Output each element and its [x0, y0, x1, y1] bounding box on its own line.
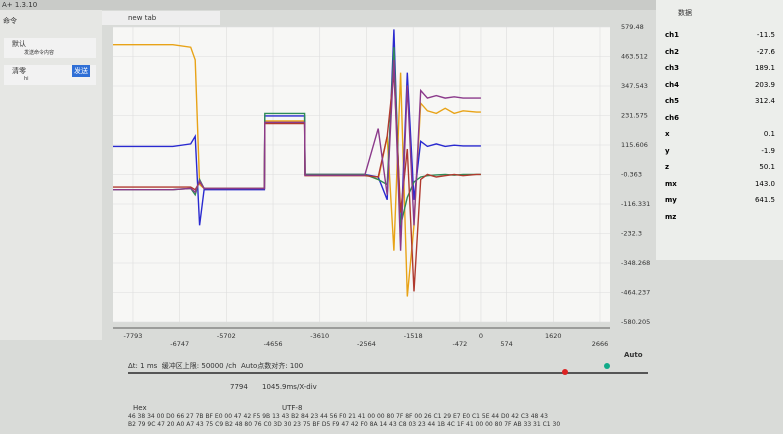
y-tick-label: 115.606	[621, 141, 648, 149]
channel-name: ch1	[665, 31, 680, 39]
channel-name: ch6	[665, 113, 680, 122]
y-tick-label: 579.48	[621, 23, 644, 31]
trace	[113, 29, 481, 241]
x-div: 1045.9ms/X-div	[262, 383, 317, 391]
channel-name: z	[665, 163, 670, 171]
input[interactable]: 100	[289, 362, 304, 370]
x-tick-label: -1518	[404, 332, 423, 340]
channel[interactable]: ch4 203.9	[665, 81, 775, 89]
channel-value: -11.5	[756, 31, 775, 39]
channel[interactable]: my 641.5	[665, 196, 775, 204]
channel-name: x	[665, 130, 670, 138]
channel[interactable]: ch5 312.4	[665, 97, 775, 105]
x-tick-label: -2564	[357, 340, 376, 348]
x-tick-label: 1620	[545, 332, 562, 340]
channel[interactable]: mx 143.0	[665, 180, 775, 188]
count: 7794	[230, 383, 248, 391]
hex-line: 46 38 34 00 D0 66 27 7B BF E0 00 47 42 F…	[128, 413, 548, 420]
label: 缓冲区上限:	[161, 362, 200, 370]
y-tick-label: -580.205	[621, 318, 650, 326]
top-bar: A+ 1.3.10	[0, 0, 783, 10]
command-name: 清零	[12, 67, 26, 75]
channel[interactable]: y -1.9	[665, 147, 775, 155]
y-tick-label: -348.268	[621, 259, 650, 267]
channel-value: -27.6	[756, 47, 775, 56]
label: ms	[146, 362, 158, 370]
slider[interactable]	[128, 372, 648, 374]
command-name: 默认	[12, 40, 26, 48]
panel-title: 命令	[3, 17, 17, 25]
y-tick-label: 231.575	[621, 111, 648, 119]
channel-name: ch4	[665, 80, 680, 89]
channel-value: 189.1	[754, 64, 775, 72]
auto-button[interactable]: Auto	[624, 351, 643, 359]
channel-name: my	[665, 196, 677, 204]
x-tick-label: 2666	[592, 340, 609, 348]
channel-name: ch3	[665, 64, 680, 72]
channel-name: ch2	[665, 47, 680, 56]
channel-value: 312.4	[754, 97, 775, 105]
command-panel: 命令 默认发送命令内容 清零 hi 发送	[0, 10, 102, 340]
channel[interactable]: ch2 -27.6	[665, 48, 775, 56]
x-tick-label: -6747	[170, 340, 189, 348]
label: Δt:	[128, 362, 138, 370]
x-tick-label: -4656	[264, 340, 283, 348]
channel[interactable]: z 50.1	[665, 163, 775, 171]
panel-title: 数据	[678, 9, 692, 17]
channel[interactable]: ch1 -11.5	[665, 31, 775, 39]
x-tick-label: 574	[500, 340, 512, 348]
y-tick-label: -116.331	[621, 200, 650, 208]
send-button[interactable]: 发送	[72, 65, 90, 77]
plot: 579.48 463.512 347.543 231.575 115.606 -0.363…	[113, 23, 650, 348]
input[interactable]: 50000	[201, 362, 224, 370]
channel-name: mz	[665, 212, 677, 221]
y-tick-label: 347.543	[621, 82, 648, 90]
channel-value: 203.9	[754, 80, 775, 89]
x-tick-label: -5702	[217, 332, 236, 340]
input[interactable]: 1	[140, 362, 145, 370]
y-tick-label: -0.363	[621, 171, 642, 179]
hex-line: B2 79 9C 47 20 A0 A7 43 75 C9 B2 48 80 7…	[128, 421, 561, 428]
hex-toggle[interactable]: Hex	[133, 404, 147, 412]
label: /ch	[225, 362, 237, 370]
command-item[interactable]: 默认发送命令内容	[4, 38, 96, 58]
tab-label: new tab	[128, 14, 157, 22]
command-text: hi	[24, 76, 29, 82]
channel[interactable]: ch3 189.1	[665, 64, 775, 72]
channel-value: 143.0	[754, 179, 775, 188]
channel[interactable]: mz	[665, 213, 775, 221]
label: Auto点数对齐:	[240, 362, 288, 370]
channel[interactable]: x 0.1	[665, 130, 775, 138]
x-tick-label: -472	[452, 340, 467, 348]
channel-name: y	[665, 146, 670, 155]
terminal: 46 38 34 00 D0 66 27 7B BF E0 00 47 42 F…	[128, 413, 648, 429]
y-tick-label: 463.512	[621, 52, 648, 60]
channel-value: 0.1	[763, 130, 775, 138]
data-panel: 数据	[656, 0, 783, 260]
command-item[interactable]: 清零 hi 发送	[4, 65, 96, 85]
y-tick-label: -464.237	[621, 289, 650, 297]
slider-handle[interactable]	[604, 363, 610, 369]
channel-name: ch5	[665, 97, 680, 105]
x-tick-label: 0	[479, 332, 483, 340]
y-tick-label: -232.3	[621, 230, 642, 238]
command-text: 发送命令内容	[24, 50, 55, 56]
version: A+ 1.3.10	[2, 1, 38, 9]
channel-name: mx	[665, 179, 677, 188]
tab[interactable]: new tab	[100, 11, 220, 25]
trace	[113, 59, 481, 251]
encoding[interactable]: UTF-8	[282, 404, 303, 412]
channel-value: -1.9	[761, 146, 775, 155]
controls: Δt: 1 ms 缓冲区上限: 50000 /ch Auto点数对齐: 100	[128, 361, 303, 371]
x-tick-label: -3610	[310, 332, 329, 340]
slider-handle[interactable]	[562, 369, 568, 375]
channel-value: 641.5	[754, 196, 775, 204]
x-tick-label: -7793	[124, 332, 143, 340]
channel-value: 50.1	[759, 163, 775, 171]
channel[interactable]: ch6	[665, 114, 775, 122]
